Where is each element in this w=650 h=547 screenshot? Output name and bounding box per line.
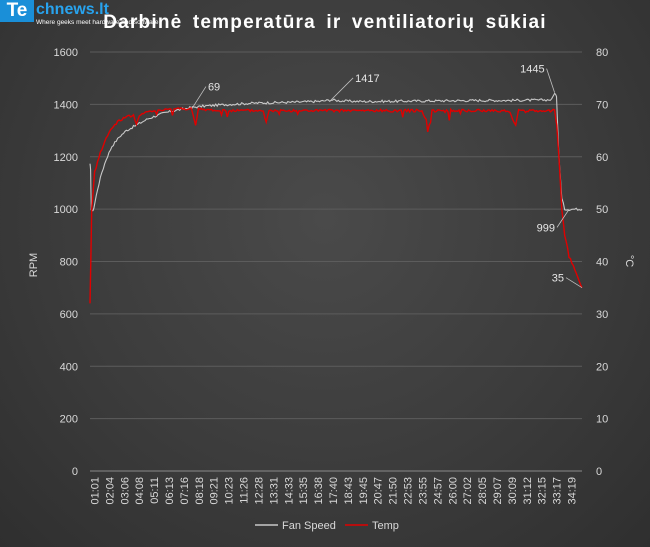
chart-title: Darbinė temperatūra ir ventiliatorių sūk… (103, 12, 547, 33)
x-tick-label: 20:47 (373, 477, 385, 505)
x-tick-label: 11:26 (239, 477, 251, 504)
y-tick-label: 1000 (54, 204, 78, 216)
y-tick-label: 600 (60, 309, 78, 321)
x-tick-label: 03:06 (119, 477, 131, 505)
annotation-label: 69 (208, 82, 220, 94)
x-tick-label: 21:50 (388, 477, 400, 505)
annotation-label: 999 (537, 222, 555, 234)
x-tick-label: 10:23 (224, 477, 236, 505)
x-tick-label: 27:02 (462, 477, 474, 505)
x-tick-label: 29:07 (492, 477, 504, 505)
y2-axis-title: °C (623, 255, 635, 267)
y-axis-left: 0 200 400 600 800 1000 1200 1400 1600 (54, 47, 78, 478)
y2-tick-label: 0 (596, 466, 602, 478)
x-tick-label: 07:16 (179, 477, 191, 505)
y-axis-title: RPM (28, 253, 40, 277)
y2-tick-label: 30 (596, 309, 608, 321)
x-tick-label: 24:57 (432, 477, 444, 505)
x-tick-label: 02:04 (104, 477, 116, 505)
annotation-leader (546, 68, 555, 93)
y-tick-label: 0 (72, 466, 78, 478)
y-tick-label: 1600 (54, 47, 78, 59)
series-line-temp (89, 106, 583, 304)
y2-tick-label: 80 (596, 47, 608, 59)
annotation-label: 1417 (355, 73, 379, 85)
annotation-leader (565, 277, 583, 289)
annotation-label: 35 (552, 273, 564, 285)
x-tick-label: 01:01 (89, 477, 101, 505)
x-tick-label: 22:53 (403, 477, 415, 505)
y2-tick-label: 20 (596, 361, 608, 373)
x-tick-label: 18:43 (343, 477, 355, 505)
x-tick-label: 33:17 (552, 477, 564, 505)
x-tick-label: 09:21 (209, 477, 221, 505)
legend-label-temp: Temp (372, 520, 399, 532)
x-tick-label: 30:09 (507, 477, 519, 505)
technews-logo: Te chnews.lt Where geeks meet hardware a… (0, 0, 158, 30)
annotation-leader (330, 77, 354, 101)
annotation-leader (191, 86, 207, 109)
annotation-leader (556, 209, 570, 228)
legend-label-fan-speed: Fan Speed (282, 520, 336, 532)
y2-tick-label: 60 (596, 152, 608, 164)
y-tick-label: 400 (60, 361, 78, 373)
y-axis-right: 0 10 20 30 40 50 60 70 80 (596, 47, 608, 478)
x-tick-label: 05:11 (149, 477, 161, 504)
y2-tick-label: 10 (596, 414, 608, 426)
y2-tick-label: 70 (596, 99, 608, 111)
y-tick-label: 1200 (54, 152, 78, 164)
y-tick-label: 200 (60, 414, 78, 426)
annotations: 69 1417 1445 999 35 (191, 64, 583, 289)
logo-wordmark: chnews.lt (36, 1, 109, 18)
y-tick-label: 800 (60, 257, 78, 269)
logo-mark: Te (0, 0, 34, 22)
x-tick-label: 16:38 (313, 477, 325, 505)
x-tick-label: 12:28 (253, 477, 265, 505)
y2-tick-label: 40 (596, 257, 608, 269)
series-line-fan-speed (89, 92, 583, 212)
x-tick-label: 13:31 (268, 477, 280, 505)
x-tick-label: 31:12 (522, 477, 534, 505)
x-tick-label: 23:55 (417, 477, 429, 505)
x-axis: 01:01 02:04 03:06 04:08 05:11 06:13 07:16 08:18… (89, 477, 578, 505)
x-tick-label: 14:33 (283, 477, 295, 505)
x-tick-label: 34:19 (567, 477, 579, 505)
x-tick-label: 17:40 (328, 477, 340, 505)
x-tick-label: 04:08 (134, 477, 146, 505)
y2-tick-label: 50 (596, 204, 608, 216)
annotation-label: 1445 (520, 64, 544, 76)
x-tick-label: 26:00 (447, 477, 459, 505)
logo-tagline: Where geeks meet hardware and software (36, 19, 159, 26)
x-tick-label: 15:35 (298, 477, 310, 505)
x-tick-label: 28:05 (477, 477, 489, 505)
x-tick-label: 06:13 (164, 477, 176, 505)
legend: Fan Speed Temp (255, 520, 399, 532)
grid-lines (90, 51, 582, 472)
x-tick-label: 08:18 (194, 477, 206, 505)
y-tick-label: 1400 (54, 99, 78, 111)
x-tick-label: 32:15 (537, 477, 549, 505)
x-tick-label: 19:45 (358, 477, 370, 505)
series-group (89, 92, 583, 304)
